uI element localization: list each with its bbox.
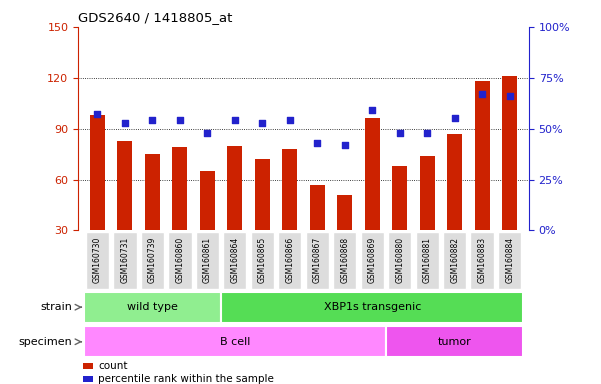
Text: XBP1s transgenic: XBP1s transgenic xyxy=(323,302,421,312)
Text: GSM160731: GSM160731 xyxy=(120,237,129,283)
Text: GSM160864: GSM160864 xyxy=(230,237,239,283)
Point xyxy=(203,130,212,136)
Bar xyxy=(419,156,435,230)
Bar xyxy=(145,154,160,230)
FancyBboxPatch shape xyxy=(415,232,439,289)
Bar xyxy=(84,326,386,357)
Bar xyxy=(386,326,523,357)
Text: GSM160869: GSM160869 xyxy=(368,237,377,283)
Text: GSM160730: GSM160730 xyxy=(93,237,102,283)
Bar xyxy=(221,292,523,323)
Point xyxy=(477,91,487,97)
Bar xyxy=(447,134,462,230)
FancyBboxPatch shape xyxy=(333,232,356,289)
FancyBboxPatch shape xyxy=(498,232,521,289)
FancyBboxPatch shape xyxy=(141,232,164,289)
Text: specimen: specimen xyxy=(19,337,72,347)
Bar xyxy=(227,146,242,230)
Text: GSM160880: GSM160880 xyxy=(395,237,404,283)
Text: B cell: B cell xyxy=(219,337,250,347)
Text: GSM160883: GSM160883 xyxy=(478,237,487,283)
FancyBboxPatch shape xyxy=(168,232,192,289)
FancyBboxPatch shape xyxy=(443,232,466,289)
Point xyxy=(505,93,514,99)
Bar xyxy=(83,363,93,369)
Bar xyxy=(392,166,407,230)
Point xyxy=(230,118,240,124)
Point xyxy=(257,119,267,126)
Point xyxy=(147,118,157,124)
Text: strain: strain xyxy=(40,302,72,312)
Point xyxy=(120,119,130,126)
FancyBboxPatch shape xyxy=(305,232,329,289)
Point xyxy=(175,118,185,124)
Point xyxy=(285,118,294,124)
Text: percentile rank within the sample: percentile rank within the sample xyxy=(99,374,274,384)
Text: GSM160884: GSM160884 xyxy=(505,237,514,283)
Point xyxy=(423,130,432,136)
Bar xyxy=(200,171,215,230)
Point xyxy=(450,115,460,121)
Bar xyxy=(475,81,490,230)
Text: tumor: tumor xyxy=(438,337,472,347)
Text: GSM160882: GSM160882 xyxy=(450,237,459,283)
Text: count: count xyxy=(99,361,128,371)
Bar xyxy=(365,118,380,230)
Text: GSM160866: GSM160866 xyxy=(285,237,294,283)
Text: GSM160739: GSM160739 xyxy=(148,237,157,283)
Point xyxy=(395,130,404,136)
Text: wild type: wild type xyxy=(127,302,178,312)
Bar xyxy=(172,147,188,230)
Bar xyxy=(90,115,105,230)
Text: GSM160868: GSM160868 xyxy=(340,237,349,283)
Text: GSM160861: GSM160861 xyxy=(203,237,212,283)
Text: GSM160881: GSM160881 xyxy=(423,237,432,283)
Text: GDS2640 / 1418805_at: GDS2640 / 1418805_at xyxy=(78,11,233,24)
Bar xyxy=(282,149,297,230)
Bar xyxy=(310,185,325,230)
Point xyxy=(93,111,102,118)
FancyBboxPatch shape xyxy=(278,232,302,289)
FancyBboxPatch shape xyxy=(196,232,219,289)
Bar xyxy=(255,159,270,230)
Text: GSM160865: GSM160865 xyxy=(258,237,267,283)
Text: GSM160867: GSM160867 xyxy=(313,237,322,283)
Bar xyxy=(337,195,352,230)
Bar xyxy=(117,141,132,230)
FancyBboxPatch shape xyxy=(471,232,494,289)
Bar xyxy=(84,292,221,323)
Point xyxy=(340,142,350,148)
FancyBboxPatch shape xyxy=(388,232,411,289)
Point xyxy=(313,140,322,146)
FancyBboxPatch shape xyxy=(86,232,109,289)
Point xyxy=(367,107,377,113)
Bar xyxy=(83,376,93,382)
FancyBboxPatch shape xyxy=(251,232,274,289)
FancyBboxPatch shape xyxy=(113,232,136,289)
FancyBboxPatch shape xyxy=(361,232,384,289)
FancyBboxPatch shape xyxy=(223,232,246,289)
Bar xyxy=(502,76,517,230)
Text: GSM160860: GSM160860 xyxy=(175,237,185,283)
